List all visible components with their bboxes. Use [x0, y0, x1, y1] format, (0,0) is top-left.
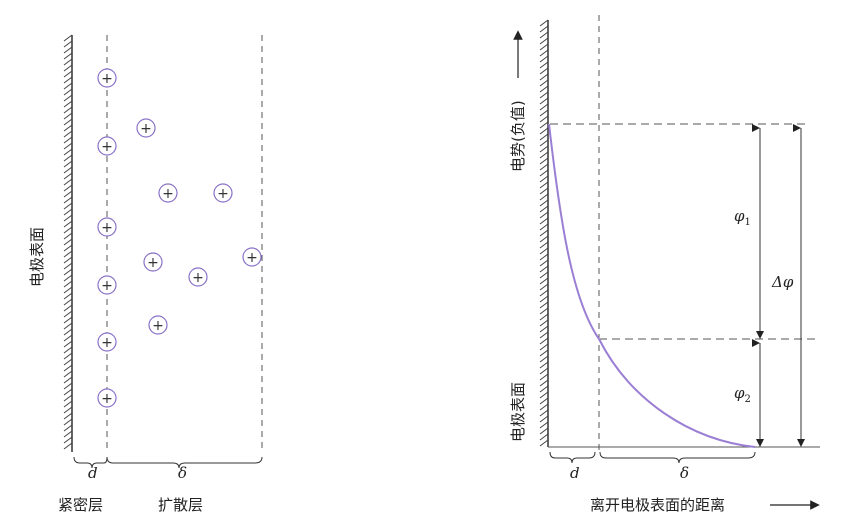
- left-panel: + + + + + + + + + + + + + d δ 紧密层 扩散层 电极表面: [28, 34, 263, 514]
- positive-ion: +: [158, 183, 178, 203]
- phi2-label: φ2: [734, 384, 751, 405]
- potential-curve: [548, 123, 756, 448]
- svg-text:+: +: [246, 250, 258, 266]
- positive-ion: +: [143, 252, 163, 272]
- svg-text:+: +: [101, 278, 113, 294]
- svg-text:+: +: [152, 318, 164, 334]
- svg-text:+: +: [101, 220, 113, 236]
- svg-text:+: +: [101, 139, 113, 155]
- svg-text:+: +: [192, 270, 204, 286]
- left-electrode-label: 电极表面: [28, 227, 46, 287]
- left-d-label: d: [88, 464, 98, 482]
- positive-ion: +: [97, 275, 117, 295]
- brace-d: [73, 456, 108, 469]
- right-electrode-hatch: [539, 19, 549, 447]
- right-d-label: d: [570, 464, 580, 482]
- right-brace-d: [549, 451, 596, 464]
- positive-ion: +: [188, 267, 208, 287]
- positive-ion: +: [97, 136, 117, 156]
- compact-layer-label: 紧密层: [58, 496, 103, 514]
- y-axis-label: 电势(负值): [509, 100, 527, 172]
- svg-text:+: +: [147, 255, 159, 271]
- diffuse-layer-label: 扩散层: [158, 496, 203, 514]
- ions-group: + + + + + + + + + + + + +: [97, 68, 262, 408]
- svg-text:+: +: [101, 335, 113, 351]
- positive-ion: +: [97, 388, 117, 408]
- right-brace-delta: [599, 451, 756, 464]
- positive-ion: +: [136, 118, 156, 138]
- positive-ion: +: [97, 68, 117, 88]
- right-electrode-label: 电极表面: [509, 382, 527, 442]
- x-axis-label: 离开电极表面的距离: [590, 496, 725, 514]
- positive-ion: +: [213, 183, 233, 203]
- positive-ion: +: [97, 332, 117, 352]
- svg-text:+: +: [101, 71, 113, 87]
- right-panel: φ1 φ2 Δφ d δ 离开电极表面的距离 电势(负值) 电极表面: [509, 15, 820, 514]
- positive-ion: +: [97, 217, 117, 237]
- brace-delta: [106, 456, 263, 469]
- right-delta-label: δ: [680, 464, 689, 482]
- positive-ion: +: [148, 315, 168, 335]
- dphi-label: Δφ: [771, 273, 794, 291]
- positive-ion: +: [242, 247, 262, 267]
- phi1-label: φ1: [734, 207, 751, 228]
- svg-text:+: +: [140, 121, 152, 137]
- svg-text:+: +: [217, 186, 229, 202]
- left-electrode-hatch: [63, 34, 73, 450]
- left-delta-label: δ: [178, 464, 187, 482]
- svg-text:+: +: [162, 186, 174, 202]
- svg-text:+: +: [101, 391, 113, 407]
